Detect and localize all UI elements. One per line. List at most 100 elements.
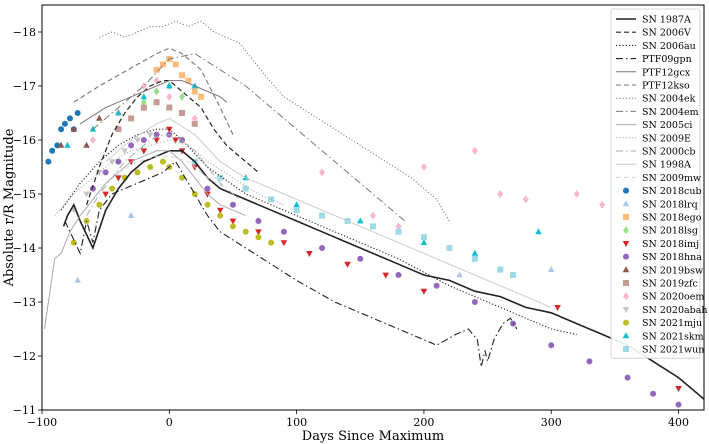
legend-item-sn-1987a: SN 1987A: [616, 15, 691, 26]
data-point-sn-2019bsw: [57, 141, 65, 148]
legend-label: SN 1987A: [642, 15, 691, 26]
series-sn-2006v: [86, 80, 259, 205]
legend-marker-swatch: [622, 200, 630, 207]
series-line-sn-2006v: [86, 80, 259, 205]
data-point-sn-2020oem: [497, 190, 504, 198]
series-ptf09gpn: [64, 160, 518, 367]
data-point-sn-2018hna: [357, 255, 364, 262]
series-sn-1998a: [105, 117, 552, 308]
data-point-sn-2018hna: [229, 201, 236, 208]
data-point-sn-2018hna: [395, 272, 402, 278]
data-point-sn-2021mju: [147, 164, 154, 170]
data-point-sn-2018hna: [89, 185, 96, 192]
data-point-sn-2020oem: [370, 211, 376, 220]
data-point-sn-2018hna: [153, 131, 160, 138]
data-point-sn-2018imj: [153, 137, 160, 144]
data-point-sn-2021wun: [242, 185, 249, 192]
series-line-sn-1998a: [105, 117, 552, 308]
data-point-sn-2019zfc: [153, 99, 160, 106]
legend-label: SN 2018imj: [642, 239, 699, 250]
legend: SN 1987A SN 2006V SN 2006au PTF09gpn PTF12gc…: [610, 8, 708, 359]
data-point-sn-2020oem: [395, 222, 402, 231]
y-axis: −11 −12 −13 −14 −15 −16 −17 −18: [13, 26, 42, 417]
data-point-sn-2018ego: [185, 77, 192, 84]
legend-label: PTF09gpn: [642, 54, 692, 65]
legend-label: SN 2018hna: [642, 252, 702, 263]
data-point-sn-2018cub: [67, 115, 74, 122]
legend-label: SN 2018lrq: [642, 199, 698, 210]
data-point-sn-2018hna: [102, 169, 109, 176]
y-tick-label: −13: [13, 296, 36, 309]
legend-label: SN 2018lsg: [642, 226, 698, 237]
data-point-sn-2021mju: [134, 169, 141, 176]
legend-label: SN 2004em: [642, 107, 699, 118]
data-point-sn-2021skm: [115, 109, 122, 116]
series-line-sn-2009mw: [118, 155, 227, 190]
legend-item-sn-2000cb: SN 2000cb: [616, 147, 695, 158]
legend-marker-swatch: [623, 226, 629, 235]
legend-label: SN 2021wun: [642, 345, 704, 356]
legend-label: SN 2021skm: [642, 331, 704, 342]
series-sn-2004ek: [99, 20, 450, 222]
data-point-sn-2018imj: [216, 207, 224, 214]
data-point-sn-2018imj: [115, 175, 122, 182]
legend-box: [610, 8, 701, 359]
data-point-sn-2018ego: [198, 93, 205, 100]
data-point-sn-2018hna: [128, 142, 135, 149]
legend-marker-swatch: [623, 187, 629, 194]
legend-item-sn-2018ego: SN 2018ego: [623, 213, 702, 224]
data-point-sn-2019zfc: [166, 104, 173, 111]
series-sn-2019bsw: [57, 114, 103, 148]
series-line-sn-2004ek: [99, 20, 450, 222]
data-point-sn-2021mju: [109, 185, 116, 192]
data-point-sn-2018hna: [548, 342, 555, 349]
y-tick-label: −15: [13, 188, 36, 201]
data-point-sn-2019zfc: [179, 110, 186, 116]
series-sn-2018hna: [89, 131, 682, 408]
data-point-sn-2019zfc: [128, 115, 135, 122]
series-ptf12kso: [73, 47, 234, 135]
data-point-sn-2020oem: [522, 195, 529, 204]
legend-item-sn-2021mju: SN 2021mju: [623, 318, 702, 329]
data-point-sn-2021wun: [446, 245, 453, 251]
x-axis-label: Days Since Maximum: [302, 429, 444, 444]
data-point-sn-2018hna: [115, 158, 122, 165]
data-point-sn-2018hna: [624, 374, 631, 381]
data-point-sn-2021skm: [420, 239, 428, 245]
data-point-sn-2021skm: [535, 228, 542, 235]
data-point-sn-2021wun: [293, 207, 300, 214]
legend-item-sn-2006au: SN 2006au: [616, 41, 696, 52]
data-point-sn-2018cub: [74, 110, 81, 116]
legend-item-sn-2018lrq: SN 2018lrq: [622, 199, 698, 210]
data-point-sn-2018imj: [306, 251, 313, 257]
data-point-sn-2018lsg: [140, 98, 147, 107]
data-point-sn-2019zfc: [115, 126, 122, 133]
data-point-sn-2021skm: [471, 249, 479, 256]
data-point-sn-2018lsg: [179, 92, 186, 101]
data-point-sn-2018imj: [420, 288, 428, 295]
legend-marker-swatch: [622, 307, 630, 313]
data-point-sn-2018imj: [554, 305, 561, 311]
data-point-sn-2018ego: [172, 61, 179, 68]
legend-item-ptf09gpn: PTF09gpn: [616, 54, 692, 65]
data-point-sn-2018cub: [45, 158, 52, 165]
data-point-sn-2018hna: [280, 228, 287, 235]
legend-item-sn-2020oem: SN 2020oem: [623, 292, 704, 303]
data-point-sn-2019bsw: [70, 125, 78, 132]
legend-marker-swatch: [623, 253, 629, 260]
legend-label: SN 2000cb: [642, 147, 695, 158]
data-point-sn-2018imj: [280, 240, 288, 247]
data-point-sn-2021wun: [217, 174, 224, 181]
data-point-sn-2020oem: [191, 114, 198, 123]
data-point-sn-2021mju: [159, 158, 166, 165]
data-point-sn-2021skm: [64, 141, 71, 148]
legend-label: SN 2020abah: [642, 305, 708, 316]
x-tick-label: −100: [27, 416, 57, 429]
data-point-sn-2021mju: [191, 191, 198, 197]
data-point-sn-2018imj: [382, 272, 390, 279]
series-line-sn-2000cb: [86, 134, 240, 216]
legend-label: SN 2005ci: [642, 120, 692, 131]
legend-item-ptf12gcx: PTF12gcx: [616, 67, 691, 78]
data-point-sn-2018hna: [510, 320, 517, 327]
